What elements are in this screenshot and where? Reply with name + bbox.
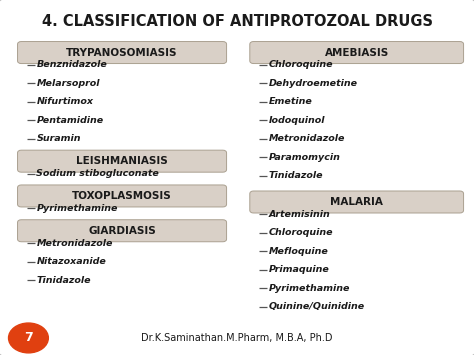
FancyBboxPatch shape	[18, 220, 227, 242]
Text: Dehydroemetine: Dehydroemetine	[269, 79, 358, 88]
Text: MALARIA: MALARIA	[330, 197, 383, 207]
Text: Nifurtimox: Nifurtimox	[36, 97, 93, 106]
Text: LEISHMANIASIS: LEISHMANIASIS	[76, 156, 168, 166]
Text: Artemisinin: Artemisinin	[269, 210, 330, 219]
Text: TOXOPLASMOSIS: TOXOPLASMOSIS	[72, 191, 172, 201]
Text: Mefloquine: Mefloquine	[269, 247, 328, 256]
Text: Melarsoprol: Melarsoprol	[36, 79, 100, 88]
Text: Paramomycin: Paramomycin	[269, 153, 341, 162]
Text: Tinidazole: Tinidazole	[36, 275, 91, 285]
Text: Iodoquinol: Iodoquinol	[269, 116, 325, 125]
Text: 7: 7	[24, 332, 33, 344]
Text: AMEBIASIS: AMEBIASIS	[325, 48, 389, 58]
Text: TRYPANOSOMIASIS: TRYPANOSOMIASIS	[66, 48, 178, 58]
Text: Suramin: Suramin	[36, 134, 81, 143]
Text: Pyrimethamine: Pyrimethamine	[36, 204, 118, 213]
Text: Metronidazole: Metronidazole	[269, 134, 345, 143]
Text: Pyrimethamine: Pyrimethamine	[269, 284, 350, 293]
Circle shape	[9, 323, 48, 353]
FancyBboxPatch shape	[18, 185, 227, 207]
Text: Pentamidine: Pentamidine	[36, 116, 104, 125]
Text: Emetine: Emetine	[269, 97, 313, 106]
FancyBboxPatch shape	[250, 42, 464, 64]
FancyBboxPatch shape	[18, 42, 227, 64]
Text: Metronidazole: Metronidazole	[36, 239, 113, 248]
Text: Tinidazole: Tinidazole	[269, 171, 323, 180]
Text: 4. CLASSIFICATION OF ANTIPROTOZOAL DRUGS: 4. CLASSIFICATION OF ANTIPROTOZOAL DRUGS	[42, 14, 432, 29]
Text: Nitazoxanide: Nitazoxanide	[36, 257, 106, 266]
Text: Chloroquine: Chloroquine	[269, 228, 333, 237]
Text: GIARDIASIS: GIARDIASIS	[88, 226, 156, 236]
FancyBboxPatch shape	[18, 150, 227, 172]
Text: Benznidazole: Benznidazole	[36, 60, 108, 70]
Text: Quinine/Quinidine: Quinine/Quinidine	[269, 302, 365, 311]
Text: Chloroquine: Chloroquine	[269, 60, 333, 70]
Text: Sodium stibogluconate: Sodium stibogluconate	[36, 169, 159, 178]
Text: Primaquine: Primaquine	[269, 265, 329, 274]
Text: Dr.K.Saminathan.M.Pharm, M.B.A, Ph.D: Dr.K.Saminathan.M.Pharm, M.B.A, Ph.D	[141, 333, 333, 343]
FancyBboxPatch shape	[250, 191, 464, 213]
